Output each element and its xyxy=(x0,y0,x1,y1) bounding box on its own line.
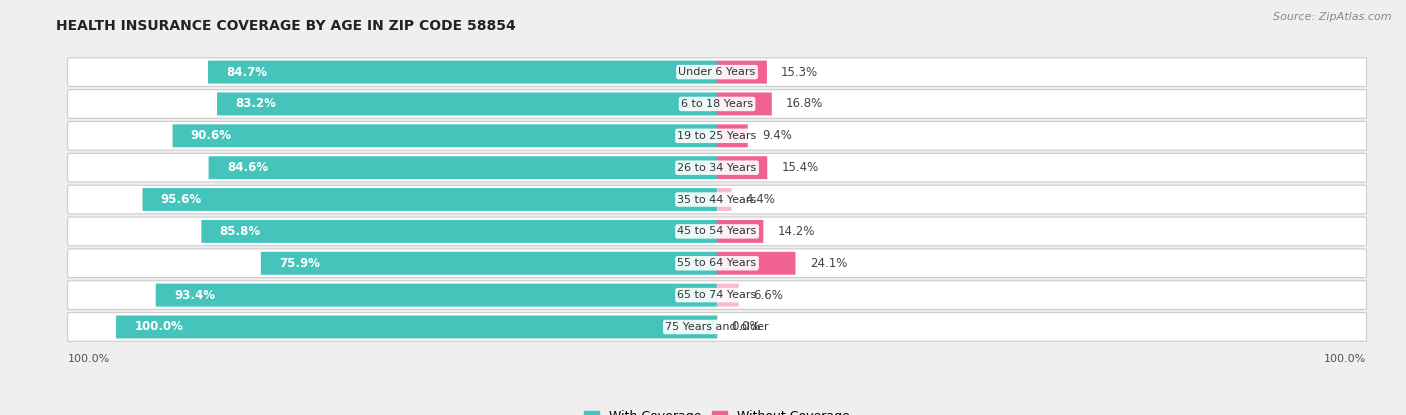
Text: 83.2%: 83.2% xyxy=(235,98,276,110)
FancyBboxPatch shape xyxy=(217,93,717,115)
Text: 75 Years and older: 75 Years and older xyxy=(665,322,769,332)
Text: 6 to 18 Years: 6 to 18 Years xyxy=(681,99,754,109)
Text: 19 to 25 Years: 19 to 25 Years xyxy=(678,131,756,141)
Text: Under 6 Years: Under 6 Years xyxy=(679,67,755,77)
FancyBboxPatch shape xyxy=(67,249,1367,278)
FancyBboxPatch shape xyxy=(173,124,717,147)
Text: 35 to 44 Years: 35 to 44 Years xyxy=(678,195,756,205)
Text: 24.1%: 24.1% xyxy=(810,257,846,270)
Text: 15.4%: 15.4% xyxy=(782,161,818,174)
Text: 0.0%: 0.0% xyxy=(731,320,761,334)
Text: 85.8%: 85.8% xyxy=(219,225,260,238)
FancyBboxPatch shape xyxy=(67,58,1367,86)
Text: 100.0%: 100.0% xyxy=(69,354,111,364)
Text: 95.6%: 95.6% xyxy=(160,193,202,206)
Text: 84.6%: 84.6% xyxy=(226,161,269,174)
FancyBboxPatch shape xyxy=(717,124,748,147)
Text: 6.6%: 6.6% xyxy=(752,288,783,302)
FancyBboxPatch shape xyxy=(717,188,731,211)
Legend: With Coverage, Without Coverage: With Coverage, Without Coverage xyxy=(579,405,855,415)
Text: 65 to 74 Years: 65 to 74 Years xyxy=(678,290,756,300)
Text: 100.0%: 100.0% xyxy=(135,320,183,334)
FancyBboxPatch shape xyxy=(142,188,717,211)
Text: 45 to 54 Years: 45 to 54 Years xyxy=(678,227,756,237)
Text: 55 to 64 Years: 55 to 64 Years xyxy=(678,258,756,268)
FancyBboxPatch shape xyxy=(67,281,1367,310)
FancyBboxPatch shape xyxy=(67,185,1367,214)
FancyBboxPatch shape xyxy=(67,153,1367,182)
FancyBboxPatch shape xyxy=(717,93,772,115)
Text: 9.4%: 9.4% xyxy=(762,129,792,142)
FancyBboxPatch shape xyxy=(717,252,796,275)
Text: 75.9%: 75.9% xyxy=(280,257,321,270)
FancyBboxPatch shape xyxy=(201,220,717,243)
FancyBboxPatch shape xyxy=(117,315,717,339)
FancyBboxPatch shape xyxy=(717,220,763,243)
Text: 100.0%: 100.0% xyxy=(1323,354,1365,364)
Text: 90.6%: 90.6% xyxy=(191,129,232,142)
FancyBboxPatch shape xyxy=(262,252,717,275)
FancyBboxPatch shape xyxy=(156,283,717,307)
Text: 15.3%: 15.3% xyxy=(782,66,818,78)
Text: 93.4%: 93.4% xyxy=(174,288,215,302)
Text: 14.2%: 14.2% xyxy=(778,225,815,238)
FancyBboxPatch shape xyxy=(208,156,717,179)
Text: Source: ZipAtlas.com: Source: ZipAtlas.com xyxy=(1274,12,1392,22)
FancyBboxPatch shape xyxy=(67,122,1367,150)
FancyBboxPatch shape xyxy=(717,156,768,179)
FancyBboxPatch shape xyxy=(67,312,1367,341)
FancyBboxPatch shape xyxy=(208,61,717,83)
FancyBboxPatch shape xyxy=(717,283,738,307)
Text: 4.4%: 4.4% xyxy=(745,193,776,206)
Text: 84.7%: 84.7% xyxy=(226,66,267,78)
Text: 16.8%: 16.8% xyxy=(786,98,824,110)
Text: HEALTH INSURANCE COVERAGE BY AGE IN ZIP CODE 58854: HEALTH INSURANCE COVERAGE BY AGE IN ZIP … xyxy=(56,19,516,33)
FancyBboxPatch shape xyxy=(67,90,1367,118)
FancyBboxPatch shape xyxy=(717,61,766,83)
FancyBboxPatch shape xyxy=(67,217,1367,246)
Text: 26 to 34 Years: 26 to 34 Years xyxy=(678,163,756,173)
